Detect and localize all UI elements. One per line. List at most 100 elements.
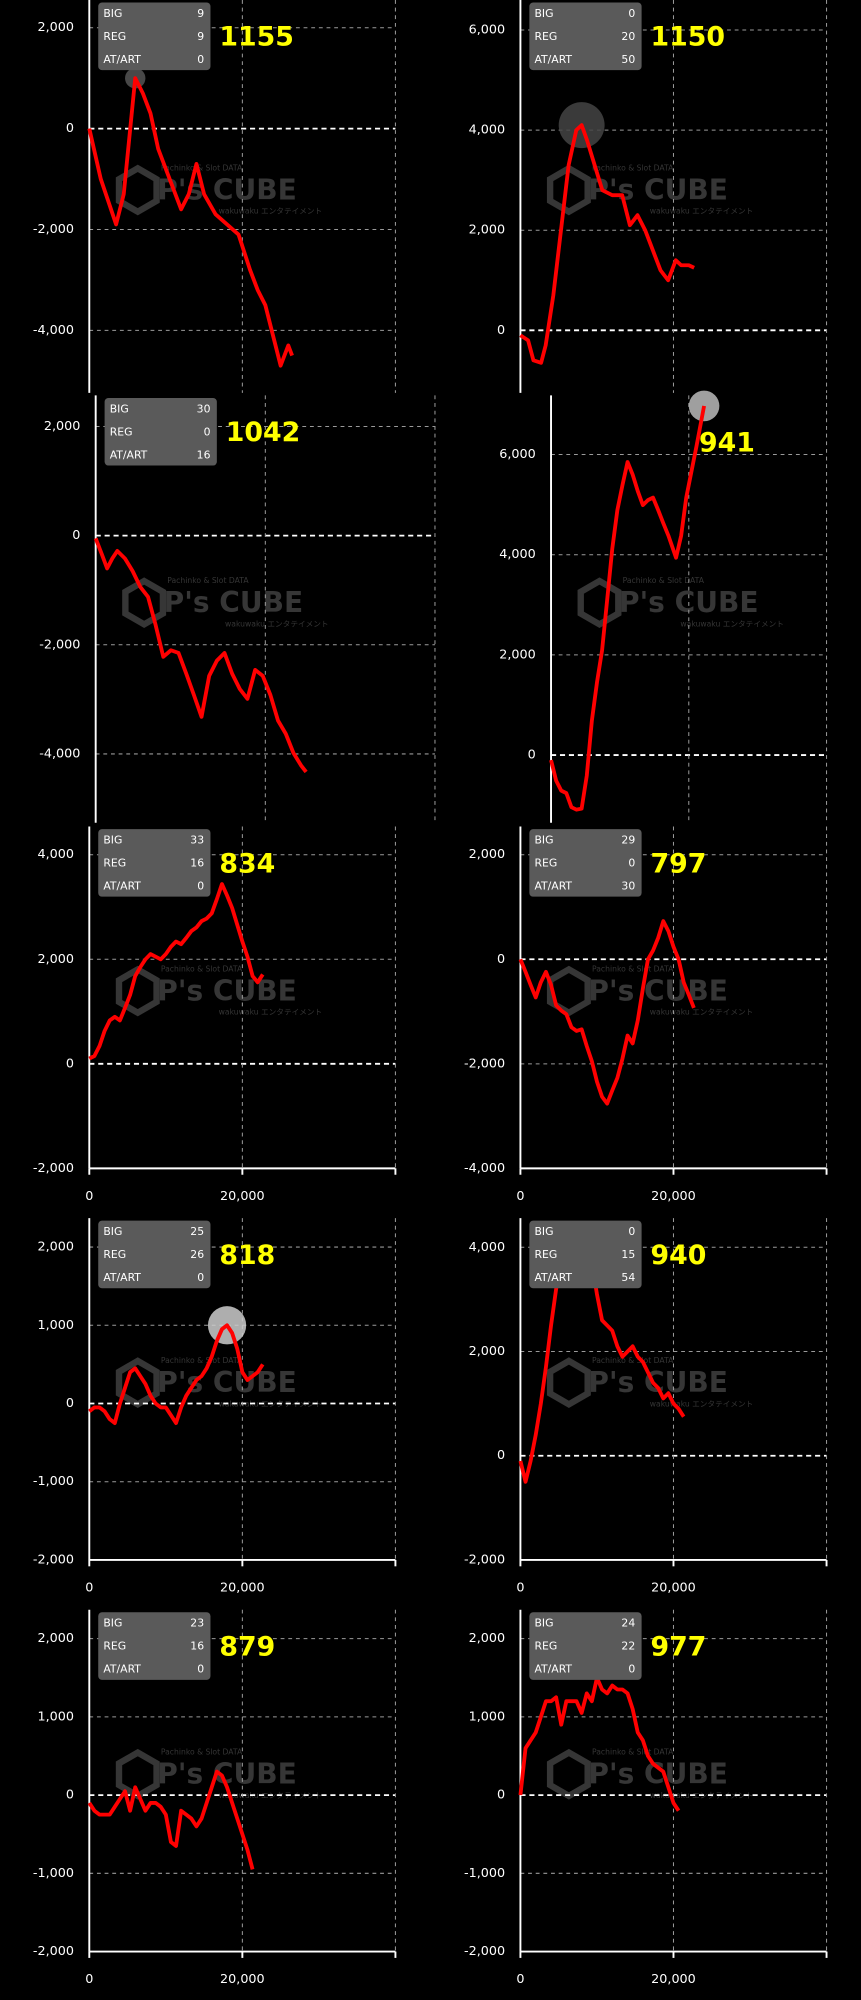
y-tick-label: 6,000 xyxy=(499,447,536,462)
y-tick-label: 2,000 xyxy=(37,1240,74,1255)
y-tick-label: 2,000 xyxy=(37,20,74,35)
headline-number: 1150 xyxy=(651,22,726,53)
headline-number: 940 xyxy=(651,1240,707,1271)
x-tick-label: 0 xyxy=(516,1581,524,1596)
data-line xyxy=(88,882,265,1061)
stats-value: 33 xyxy=(190,834,204,847)
y-tick-label: 0 xyxy=(497,1448,505,1463)
stats-value: 0 xyxy=(197,1271,204,1284)
stats-box xyxy=(529,829,642,897)
y-tick-label: 0 xyxy=(66,1396,74,1411)
data-line xyxy=(87,76,294,368)
y-tick-label: -1,000 xyxy=(33,1866,74,1881)
stats-value: 50 xyxy=(621,53,635,66)
y-tick-label: -2,000 xyxy=(33,1944,74,1959)
x-tick-label: 20,000 xyxy=(651,1972,696,1987)
stats-box xyxy=(98,1220,211,1289)
stats-label: BIG xyxy=(534,1225,553,1238)
headline-number: 1155 xyxy=(219,22,293,53)
y-tick-label: 2,000 xyxy=(469,1631,506,1646)
watermark-top: Pachinko & Slot DATA xyxy=(161,163,243,172)
stats-value: 23 xyxy=(190,1617,204,1630)
y-tick-label: 4,000 xyxy=(499,547,536,562)
stats-value: 54 xyxy=(621,1271,635,1284)
stats-label: BIG xyxy=(110,402,129,415)
stats-label: AT/ART xyxy=(103,53,141,66)
stats-label: BIG xyxy=(103,1617,122,1630)
stats-box xyxy=(98,1612,211,1680)
stats-value: 30 xyxy=(197,402,211,415)
headline-number: 1042 xyxy=(226,417,301,448)
stats-label: BIG xyxy=(534,7,553,20)
stats-value: 29 xyxy=(621,834,635,847)
stats-box xyxy=(529,1612,642,1680)
watermark-logo xyxy=(546,164,591,216)
headline-number: 797 xyxy=(651,848,707,879)
stats-value: 0 xyxy=(197,1663,204,1676)
watermark-brand: P's CUBE xyxy=(157,1366,297,1399)
data-line xyxy=(519,123,695,365)
stats-label: REG xyxy=(103,1640,126,1653)
y-tick-label: 1,000 xyxy=(37,1318,74,1333)
x-tick-label: 0 xyxy=(85,1189,93,1204)
watermark-top: Pachinko & Slot DATA xyxy=(623,576,705,585)
y-tick-label: 0 xyxy=(66,1788,74,1803)
y-tick-label: -2,000 xyxy=(33,222,74,237)
watermark-logo xyxy=(546,1357,591,1409)
watermark-bottom: wakuwaku エンタテイメント xyxy=(650,207,753,216)
watermark-top: Pachinko & Slot DATA xyxy=(161,1748,243,1757)
x-tick-label: 0 xyxy=(85,1581,93,1596)
y-tick-label: -2,000 xyxy=(33,1161,74,1176)
stats-value: 16 xyxy=(190,1640,204,1653)
stats-value: 9 xyxy=(197,30,204,43)
y-tick-label: 4,000 xyxy=(37,847,74,862)
data-line xyxy=(518,1675,681,1812)
stats-value: 0 xyxy=(204,425,211,438)
watermark-brand: P's CUBE xyxy=(588,173,728,206)
stats-label: AT/ART xyxy=(534,53,572,66)
watermark-top: Pachinko & Slot DATA xyxy=(161,1356,243,1365)
stats-value: 24 xyxy=(621,1617,635,1630)
stats-value: 22 xyxy=(621,1640,635,1653)
watermark-logo xyxy=(115,164,160,216)
headline-number: 818 xyxy=(219,1240,275,1271)
watermark-logo xyxy=(577,577,622,629)
watermark-top: Pachinko & Slot DATA xyxy=(592,964,674,973)
stats-label: AT/ART xyxy=(110,448,148,461)
highlight-marker xyxy=(688,390,720,422)
watermark-brand: P's CUBE xyxy=(588,974,728,1007)
watermark-logo xyxy=(115,965,160,1017)
stats-label: AT/ART xyxy=(103,879,141,892)
stats-label: AT/ART xyxy=(534,1663,572,1676)
stats-value: 0 xyxy=(197,879,204,892)
y-tick-label: 2,000 xyxy=(469,223,506,238)
y-tick-label: 0 xyxy=(497,323,505,338)
stats-label: REG xyxy=(534,30,557,43)
watermark-brand: P's CUBE xyxy=(157,974,297,1007)
stats-label: AT/ART xyxy=(103,1271,141,1284)
data-line xyxy=(549,405,706,812)
stats-value: 25 xyxy=(190,1225,204,1238)
watermark-logo xyxy=(122,577,167,629)
data-line xyxy=(518,1247,686,1484)
x-tick-label: 20,000 xyxy=(220,1581,265,1596)
watermark-top: Pachinko & Slot DATA xyxy=(592,163,674,172)
y-tick-label: 4,000 xyxy=(469,123,506,138)
stats-label: REG xyxy=(103,1248,126,1261)
stats-value: 9 xyxy=(197,7,204,20)
y-tick-label: -1,000 xyxy=(464,1866,505,1881)
watermark-brand: P's CUBE xyxy=(164,586,303,619)
watermark-brand: P's CUBE xyxy=(588,1366,728,1399)
stats-value: 0 xyxy=(628,857,635,870)
stats-box xyxy=(529,1220,642,1289)
y-tick-label: 2,000 xyxy=(44,419,81,434)
